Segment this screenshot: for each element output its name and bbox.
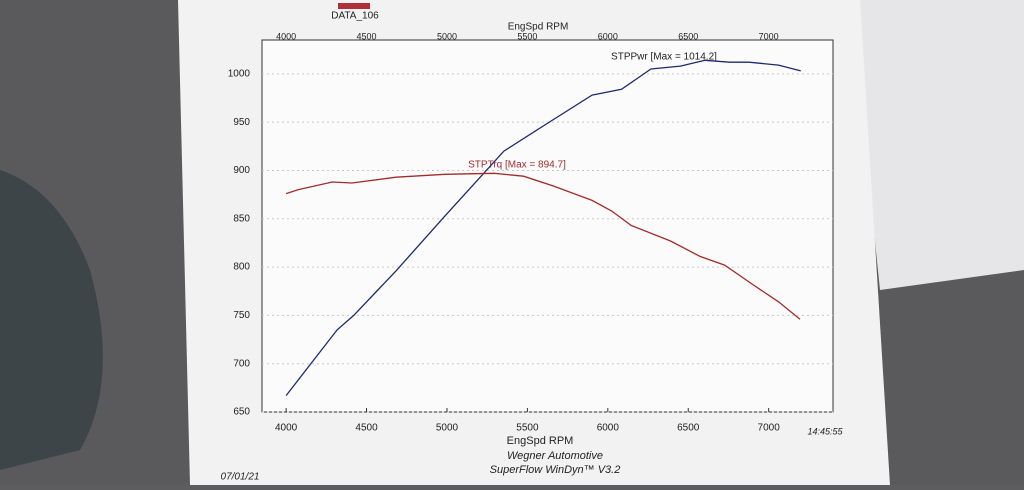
y-tick-label: 750: [233, 310, 250, 321]
x-tick-label-top: 4000: [276, 31, 296, 41]
footer-line: SuperFlow WinDyn™ V3.2: [490, 464, 621, 476]
run-label: DATA_106: [331, 11, 379, 22]
y-tick-label: 700: [233, 358, 250, 369]
x-tick-label: 4500: [355, 423, 378, 434]
y-tick-label: 900: [233, 165, 250, 176]
annotation: STPPwr [Max = 1014.2]: [611, 52, 717, 63]
x-tick-label: 5000: [436, 423, 459, 434]
x-tick-label-top: 6500: [678, 31, 698, 41]
x-tick-label: 7000: [758, 423, 781, 434]
footer-line: Wegner Automotive: [507, 450, 603, 462]
y-tick-label: 1000: [228, 68, 251, 79]
y-tick-label: 850: [233, 213, 250, 224]
y-tick-label: 800: [233, 262, 250, 273]
x-axis-title-top: EngSpd RPM: [508, 22, 569, 33]
series-line: [285, 172, 801, 320]
x-tick-label: 5500: [516, 423, 539, 434]
x-axis-title: EngSpd RPM: [507, 435, 574, 447]
run-swatch: [338, 3, 370, 9]
y-tick-label: 950: [233, 117, 250, 128]
object: [0, 170, 103, 470]
x-tick-label-top: 7000: [759, 31, 779, 41]
date: 07/01/21: [221, 472, 260, 483]
series-line: [285, 59, 801, 396]
x-tick-label-top: 6000: [598, 31, 618, 41]
back-paper: [850, 0, 1024, 290]
x-tick-label-top: 4500: [357, 31, 377, 41]
x-tick-label-top: 5500: [517, 31, 537, 41]
plot-area: [261, 39, 834, 413]
x-tick-label: 6500: [677, 423, 700, 434]
annotation: STPTrq [Max = 894.7]: [468, 160, 566, 171]
x-tick-label: 6000: [597, 423, 620, 434]
x-tick-label-top: 5000: [437, 31, 457, 41]
time: 14:45:55: [807, 426, 843, 436]
y-tick-label: 650: [233, 407, 250, 418]
x-tick-label: 4000: [275, 423, 298, 434]
